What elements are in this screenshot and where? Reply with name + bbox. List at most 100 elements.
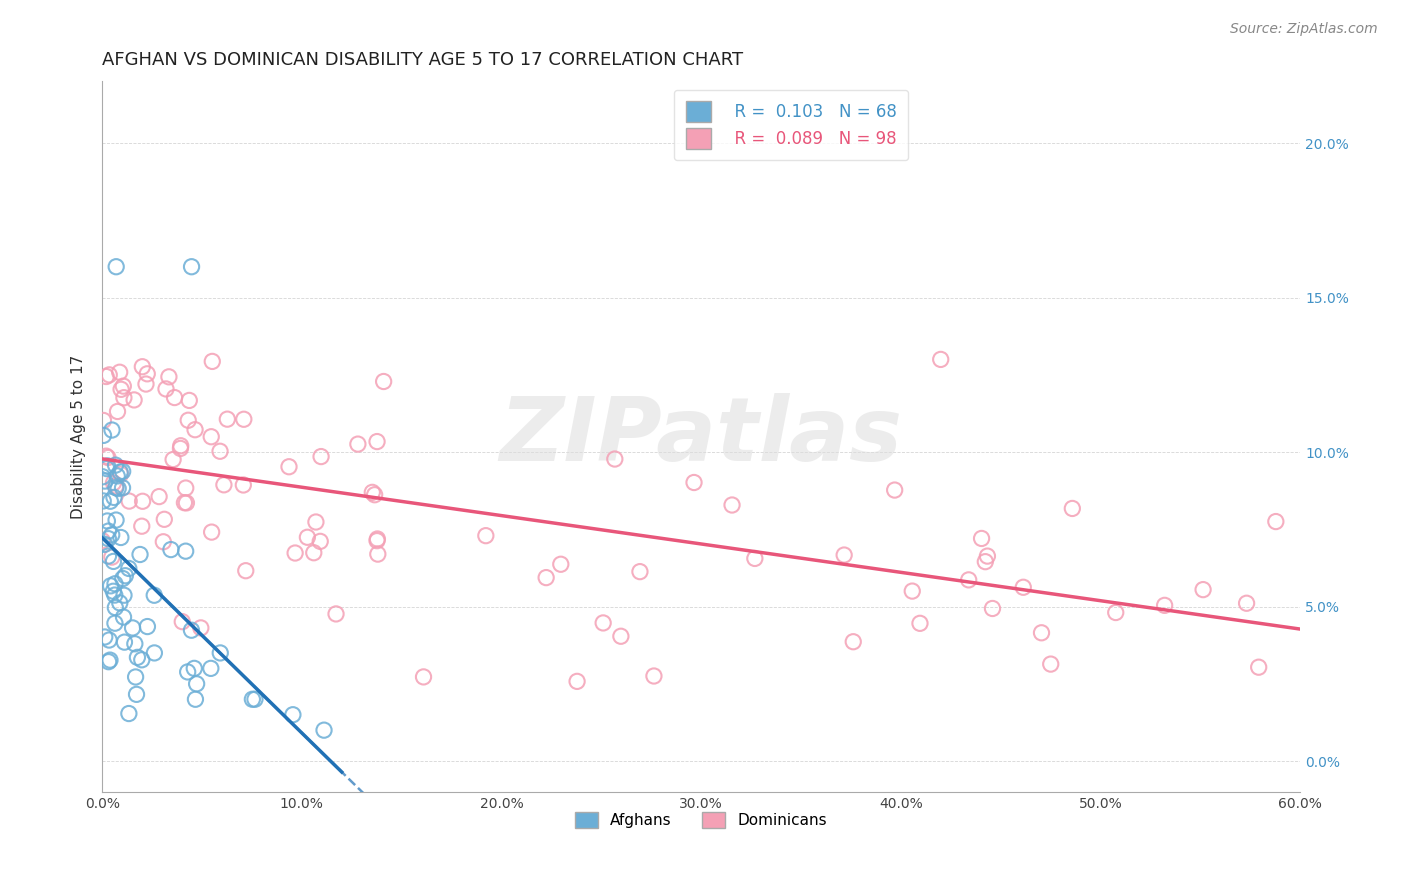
Point [534,571,557,585]
Point [721,498,744,512]
Point [98,633,121,648]
Point [177,413,200,427]
Point [108,596,131,610]
Point [91,533,114,548]
Point [212,478,235,492]
Point [201,525,224,540]
Point [1105,606,1128,620]
Point [603,452,626,467]
Point [121,621,143,635]
Point [94,630,117,644]
Point [592,615,614,630]
Point [162,452,184,467]
Point [96,449,118,463]
Point [152,534,174,549]
Point [118,561,141,575]
Point [104,479,127,493]
Point [610,629,633,643]
Point [100,579,122,593]
Point [367,547,389,561]
Point [104,588,127,602]
Point [114,635,136,649]
Point [312,723,335,738]
Point [111,572,134,586]
Point [1192,582,1215,597]
Point [112,610,135,624]
Point [104,576,127,591]
Point [96,458,118,473]
Point [98,494,121,508]
Point [309,534,332,549]
Point [976,549,998,563]
Point [366,533,388,548]
Point [125,687,148,701]
Point [104,481,127,495]
Point [184,692,207,706]
Point [110,531,132,545]
Point [157,369,180,384]
Point [129,548,152,562]
Point [278,459,301,474]
Point [929,352,952,367]
Point [180,624,202,638]
Point [683,475,706,490]
Point [155,382,177,396]
Point [347,437,370,451]
Point [643,669,665,683]
Point [1247,660,1270,674]
Point [744,551,766,566]
Point [131,494,153,508]
Point [174,544,197,558]
Point [305,515,328,529]
Point [108,465,131,479]
Point [981,601,1004,615]
Legend: Afghans, Dominicans: Afghans, Dominicans [569,805,834,834]
Point [243,692,266,706]
Point [153,512,176,526]
Point [1031,625,1053,640]
Point [118,494,141,508]
Point [105,469,128,483]
Point [232,478,254,492]
Point [94,474,117,488]
Point [475,529,498,543]
Point [103,584,125,599]
Point [628,565,651,579]
Point [170,439,193,453]
Point [309,450,332,464]
Point [180,260,202,274]
Point [1039,657,1062,672]
Point [550,558,572,572]
Point [111,481,134,495]
Point [201,354,224,368]
Point [297,530,319,544]
Point [96,461,118,475]
Point [302,546,325,560]
Point [240,692,263,706]
Point [127,650,149,665]
Point [176,665,198,679]
Point [98,368,121,382]
Point [97,450,120,465]
Point [1153,599,1175,613]
Point [110,467,132,482]
Point [108,365,131,379]
Point [281,707,304,722]
Point [200,430,222,444]
Point [1264,515,1286,529]
Point [112,391,135,405]
Point [118,706,141,721]
Point [901,584,924,599]
Point [105,513,128,527]
Point [148,490,170,504]
Text: Source: ZipAtlas.com: Source: ZipAtlas.com [1230,22,1378,37]
Point [105,260,128,274]
Point [970,532,993,546]
Point [112,588,135,602]
Point [176,496,198,510]
Point [93,413,115,427]
Point [103,475,125,490]
Point [136,367,159,381]
Point [91,494,114,508]
Point [101,423,124,437]
